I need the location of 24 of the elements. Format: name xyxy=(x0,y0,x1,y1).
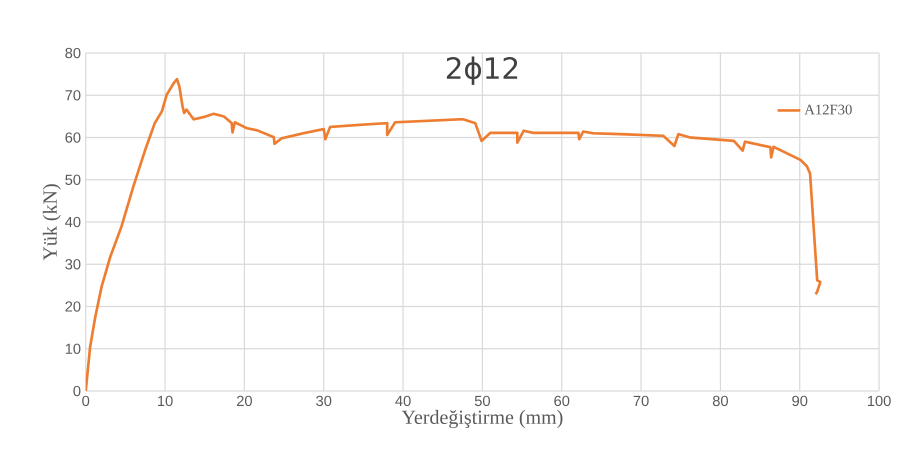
y-axis-title: Yük (kN) xyxy=(42,184,61,260)
y-tick-label: 30 xyxy=(65,259,80,270)
y-tick-label: 40 xyxy=(65,216,80,228)
y-tick-label: 80 xyxy=(65,48,80,58)
x-tick-label: 80 xyxy=(712,396,728,406)
y-tick-label: 10 xyxy=(66,344,80,354)
x-axis-title: Yerdeğiştirme (mm) xyxy=(402,410,562,428)
x-tick-label: 40 xyxy=(395,396,411,406)
x-tick-label: 70 xyxy=(634,396,649,406)
x-tick-label: 50 xyxy=(474,396,490,406)
legend-label: A12F30 xyxy=(804,104,852,114)
y-tick-label: 50 xyxy=(65,174,80,185)
x-tick-label: 30 xyxy=(316,396,332,406)
x-tick-label: 90 xyxy=(792,396,808,406)
y-tick-label: 70 xyxy=(65,90,80,100)
chart-title: 2ϕ12 xyxy=(446,56,518,85)
y-tick-label: 20 xyxy=(65,301,80,312)
x-tick-label: 10 xyxy=(158,396,173,406)
x-tick-label: 0 xyxy=(82,396,90,406)
x-tick-label: 20 xyxy=(236,396,252,406)
y-tick-label: 60 xyxy=(65,132,80,143)
y-tick-label: 0 xyxy=(73,386,80,396)
x-tick-label: 60 xyxy=(554,396,570,406)
x-tick-label: 100 xyxy=(868,396,891,406)
